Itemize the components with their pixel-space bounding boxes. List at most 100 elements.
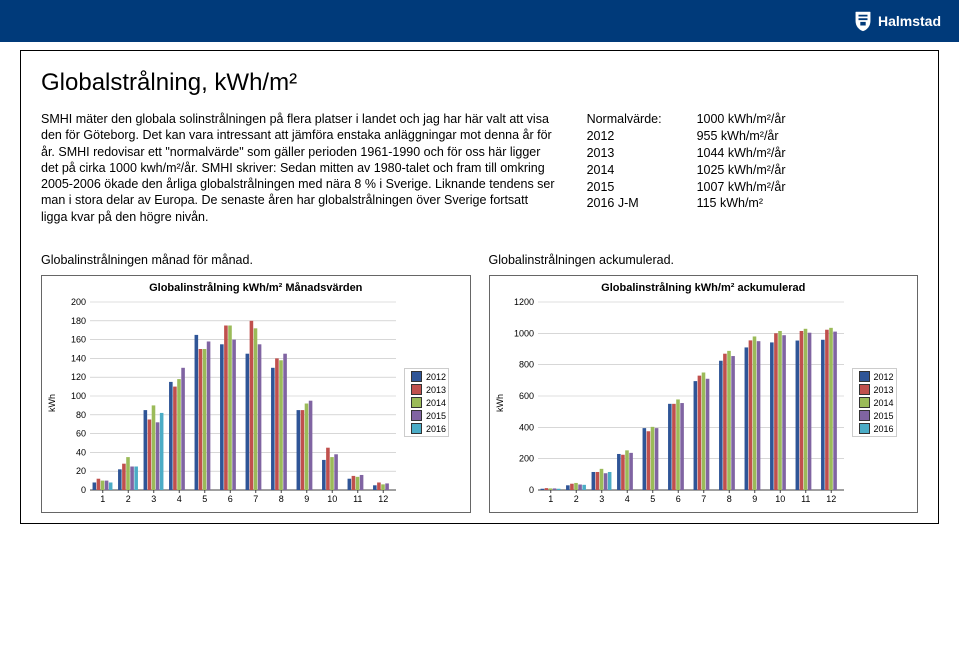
legend-swatch <box>411 397 422 408</box>
svg-text:180: 180 <box>71 316 86 326</box>
svg-text:7: 7 <box>701 494 706 504</box>
legend-swatch <box>411 410 422 421</box>
svg-text:120: 120 <box>71 372 86 382</box>
legend-item: 2013 <box>859 384 894 395</box>
legend-label: 2014 <box>874 398 894 408</box>
chart-right-title: Globalinstrålning kWh/m² ackumulerad <box>494 282 914 294</box>
legend-item: 2016 <box>411 423 446 434</box>
svg-text:6: 6 <box>228 494 233 504</box>
svg-text:4: 4 <box>624 494 629 504</box>
svg-text:1: 1 <box>100 494 105 504</box>
svg-text:40: 40 <box>76 447 86 457</box>
svg-text:5: 5 <box>650 494 655 504</box>
stat-row: 20141025 kWh/m²/år <box>587 162 918 179</box>
svg-text:80: 80 <box>76 410 86 420</box>
legend-swatch <box>859 423 870 434</box>
svg-text:100: 100 <box>71 391 86 401</box>
chart-right-col: Globalinstrålningen ackumulerad. Globali… <box>489 247 919 513</box>
chart-left-title: Globalinstrålning kWh/m² Månadsvärden <box>46 282 466 294</box>
stat-value: 1025 kWh/m²/år <box>697 162 786 179</box>
svg-text:160: 160 <box>71 334 86 344</box>
page-title: Globalstrålning, kWh/m² <box>41 69 918 97</box>
svg-text:10: 10 <box>775 494 785 504</box>
legend-label: 2012 <box>874 372 894 382</box>
svg-text:7: 7 <box>253 494 258 504</box>
legend-swatch <box>859 371 870 382</box>
svg-text:3: 3 <box>151 494 156 504</box>
stat-row: 2016 J-M115 kWh/m² <box>587 195 918 212</box>
legend-item: 2014 <box>411 397 446 408</box>
header-band: Halmstad <box>0 0 959 42</box>
svg-text:5: 5 <box>202 494 207 504</box>
crest-icon <box>854 10 872 32</box>
legend-label: 2013 <box>426 385 446 395</box>
stat-value: 1007 kWh/m²/år <box>697 179 786 196</box>
legend-item: 2015 <box>859 410 894 421</box>
legend-label: 2015 <box>426 411 446 421</box>
stat-row: 2012955 kWh/m²/år <box>587 128 918 145</box>
svg-text:3: 3 <box>599 494 604 504</box>
svg-text:200: 200 <box>518 453 533 463</box>
body-paragraph: SMHI mäter den globala solinstrålningen … <box>41 111 557 225</box>
chart-left-label: Globalinstrålningen månad för månad. <box>41 253 471 267</box>
legend-item: 2013 <box>411 384 446 395</box>
svg-text:12: 12 <box>378 494 388 504</box>
svg-text:9: 9 <box>304 494 309 504</box>
svg-text:60: 60 <box>76 428 86 438</box>
charts-row: Globalinstrålningen månad för månad. Glo… <box>41 247 918 513</box>
chart-right-legend: 2012 2013 2014 2015 2016 <box>852 368 897 437</box>
svg-text:10: 10 <box>327 494 337 504</box>
stat-row: Normalvärde:1000 kWh/m²/år <box>587 111 918 128</box>
svg-text:12: 12 <box>826 494 836 504</box>
stat-label: 2013 <box>587 145 697 162</box>
svg-text:20: 20 <box>76 466 86 476</box>
chart-left-ylabel: kWh <box>46 298 60 508</box>
legend-item: 2012 <box>859 371 894 382</box>
chart-left-svg: 0204060801001201401601802001234567891011… <box>60 298 400 508</box>
stat-label: 2015 <box>587 179 697 196</box>
svg-text:1: 1 <box>548 494 553 504</box>
chart-right-ylabel: kWh <box>494 298 508 508</box>
svg-text:200: 200 <box>71 298 86 307</box>
stat-value: 115 kWh/m² <box>697 195 763 212</box>
svg-text:0: 0 <box>81 485 86 495</box>
legend-swatch <box>859 384 870 395</box>
chart-left-box: Globalinstrålning kWh/m² Månadsvärden kW… <box>41 275 471 513</box>
svg-text:2: 2 <box>126 494 131 504</box>
stat-value: 955 kWh/m²/år <box>697 128 779 145</box>
legend-label: 2016 <box>426 424 446 434</box>
legend-label: 2012 <box>426 372 446 382</box>
stats-table: Normalvärde:1000 kWh/m²/år 2012955 kWh/m… <box>587 111 918 212</box>
stat-label: 2014 <box>587 162 697 179</box>
legend-label: 2014 <box>426 398 446 408</box>
legend-swatch <box>859 410 870 421</box>
intro-row: SMHI mäter den globala solinstrålningen … <box>41 111 918 225</box>
legend-item: 2015 <box>411 410 446 421</box>
stat-row: 20131044 kWh/m²/år <box>587 145 918 162</box>
legend-label: 2013 <box>874 385 894 395</box>
svg-text:2: 2 <box>573 494 578 504</box>
legend-swatch <box>411 371 422 382</box>
svg-text:1000: 1000 <box>513 328 533 338</box>
svg-text:11: 11 <box>801 494 810 504</box>
chart-right-svg: 020040060080010001200123456789101112 <box>508 298 848 508</box>
chart-left-legend: 2012 2013 2014 2015 2016 <box>404 368 449 437</box>
stat-label: Normalvärde: <box>587 111 697 128</box>
stat-row: 20151007 kWh/m²/år <box>587 179 918 196</box>
stat-value: 1044 kWh/m²/år <box>697 145 786 162</box>
stat-value: 1000 kWh/m²/år <box>697 111 786 128</box>
legend-item: 2014 <box>859 397 894 408</box>
svg-text:9: 9 <box>752 494 757 504</box>
stat-label: 2016 J-M <box>587 195 697 212</box>
legend-swatch <box>859 397 870 408</box>
stat-label: 2012 <box>587 128 697 145</box>
svg-text:1200: 1200 <box>513 298 533 307</box>
legend-swatch <box>411 384 422 395</box>
svg-text:4: 4 <box>177 494 182 504</box>
legend-item: 2016 <box>859 423 894 434</box>
chart-right-box: Globalinstrålning kWh/m² ackumulerad kWh… <box>489 275 919 513</box>
svg-text:400: 400 <box>518 422 533 432</box>
content-frame: Globalstrålning, kWh/m² SMHI mäter den g… <box>20 50 939 524</box>
legend-swatch <box>411 423 422 434</box>
svg-text:6: 6 <box>675 494 680 504</box>
